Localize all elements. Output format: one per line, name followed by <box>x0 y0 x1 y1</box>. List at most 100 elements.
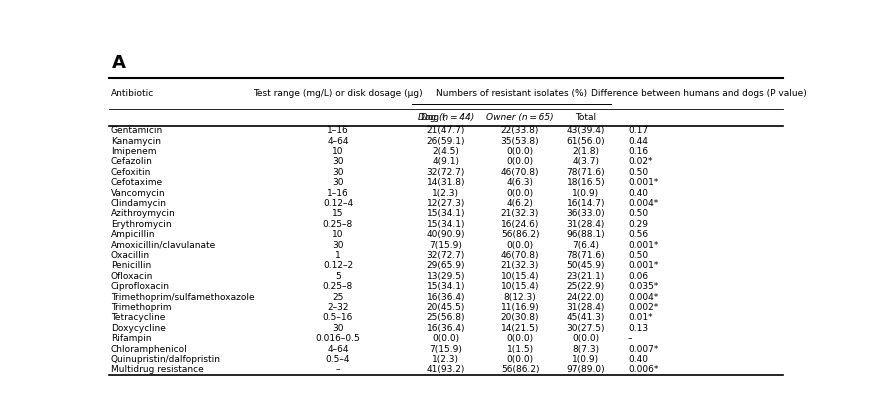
Text: 10(15.4): 10(15.4) <box>501 272 539 281</box>
Text: Kanamycin: Kanamycin <box>110 137 161 146</box>
Text: 1(2.3): 1(2.3) <box>432 189 459 198</box>
Text: Tetracycline: Tetracycline <box>110 313 165 322</box>
Text: 10: 10 <box>332 147 343 156</box>
Text: A: A <box>112 54 126 72</box>
Text: 21(32.3): 21(32.3) <box>501 210 539 218</box>
Text: 0.5–16: 0.5–16 <box>322 313 353 322</box>
Text: 0.25–8: 0.25–8 <box>322 282 353 291</box>
Text: Imipenem: Imipenem <box>110 147 156 156</box>
Text: Chloramphenicol: Chloramphenicol <box>110 345 188 354</box>
Text: 2(4.5): 2(4.5) <box>432 147 459 156</box>
Text: 0(0.0): 0(0.0) <box>506 147 533 156</box>
Text: 1–16: 1–16 <box>327 126 348 135</box>
Text: 10(15.4): 10(15.4) <box>501 282 539 291</box>
Text: Oxacillin: Oxacillin <box>110 251 149 260</box>
Text: 4–64: 4–64 <box>327 345 348 354</box>
Text: 0.17: 0.17 <box>627 126 647 135</box>
Text: 0(0.0): 0(0.0) <box>506 355 533 364</box>
Text: 5: 5 <box>335 272 341 281</box>
Text: 41(93.2): 41(93.2) <box>426 365 465 374</box>
Text: 32(72.7): 32(72.7) <box>426 251 465 260</box>
Text: 0.29: 0.29 <box>627 220 647 229</box>
Text: 30: 30 <box>332 168 343 177</box>
Text: 0.004*: 0.004* <box>627 199 658 208</box>
Text: Ofloxacin: Ofloxacin <box>110 272 153 281</box>
Text: Trimethoprim: Trimethoprim <box>110 303 171 312</box>
Text: 0.50: 0.50 <box>627 210 647 218</box>
Text: 1(1.5): 1(1.5) <box>506 345 533 354</box>
Text: 56(86.2): 56(86.2) <box>501 365 539 374</box>
Text: –: – <box>627 334 632 343</box>
Text: 0.001*: 0.001* <box>627 178 658 187</box>
Text: 0.001*: 0.001* <box>627 241 658 250</box>
Text: 2–32: 2–32 <box>327 303 348 312</box>
Text: 40(90.9): 40(90.9) <box>426 230 465 239</box>
Text: Ampicillin: Ampicillin <box>110 230 155 239</box>
Text: 1–16: 1–16 <box>327 189 348 198</box>
Text: 61(56.0): 61(56.0) <box>566 137 605 146</box>
Text: 0.06: 0.06 <box>627 272 647 281</box>
Text: 45(41.3): 45(41.3) <box>566 313 604 322</box>
Text: 36(33.0): 36(33.0) <box>566 210 605 218</box>
Text: 15(34.1): 15(34.1) <box>426 210 465 218</box>
Text: 4(3.7): 4(3.7) <box>572 158 599 166</box>
Text: 30: 30 <box>332 158 343 166</box>
Text: 4(9.1): 4(9.1) <box>432 158 459 166</box>
Text: 50(45.9): 50(45.9) <box>566 261 604 270</box>
Text: 35(53.8): 35(53.8) <box>501 137 539 146</box>
Text: 0(0.0): 0(0.0) <box>572 334 599 343</box>
Text: Vancomycin: Vancomycin <box>110 189 165 198</box>
Text: 7(15.9): 7(15.9) <box>429 345 461 354</box>
Text: 7(6.4): 7(6.4) <box>572 241 599 250</box>
Text: 78(71.6): 78(71.6) <box>566 251 605 260</box>
Text: Trimethoprim/sulfamethoxazole: Trimethoprim/sulfamethoxazole <box>110 293 254 302</box>
Text: 0(0.0): 0(0.0) <box>506 334 533 343</box>
Text: 13(29.5): 13(29.5) <box>426 272 465 281</box>
Text: Dog (n = 44): Dog (n = 44) <box>417 113 474 122</box>
Text: 1(0.9): 1(0.9) <box>572 189 599 198</box>
Text: 96(88.1): 96(88.1) <box>566 230 605 239</box>
Text: 30: 30 <box>332 324 343 333</box>
Text: 0.006*: 0.006* <box>627 365 658 374</box>
Text: 7(15.9): 7(15.9) <box>429 241 461 250</box>
Text: Difference between humans and dogs (P value): Difference between humans and dogs (P va… <box>590 89 806 98</box>
Text: Multidrug resistance: Multidrug resistance <box>110 365 203 374</box>
Text: 14(31.8): 14(31.8) <box>426 178 465 187</box>
Text: 23(21.1): 23(21.1) <box>566 272 604 281</box>
Text: 0.40: 0.40 <box>627 355 647 364</box>
Text: Clindamycin: Clindamycin <box>110 199 167 208</box>
Text: 2(1.8): 2(1.8) <box>572 147 599 156</box>
Text: Azithroymycin: Azithroymycin <box>110 210 176 218</box>
Text: 1: 1 <box>335 251 341 260</box>
Text: 0.02*: 0.02* <box>627 158 652 166</box>
Text: 0.002*: 0.002* <box>627 303 658 312</box>
Text: 16(36.4): 16(36.4) <box>426 324 465 333</box>
Text: Owner (n = 65): Owner (n = 65) <box>486 113 554 122</box>
Text: 0(0.0): 0(0.0) <box>506 241 533 250</box>
Text: 10: 10 <box>332 230 343 239</box>
Text: 31(28.4): 31(28.4) <box>566 303 604 312</box>
Text: 25(56.8): 25(56.8) <box>426 313 465 322</box>
Text: 26(59.1): 26(59.1) <box>426 137 465 146</box>
Text: 97(89.0): 97(89.0) <box>566 365 605 374</box>
Text: 30(27.5): 30(27.5) <box>566 324 604 333</box>
Text: 14(21.5): 14(21.5) <box>501 324 539 333</box>
Text: 0.44: 0.44 <box>627 137 647 146</box>
Text: 0.16: 0.16 <box>627 147 647 156</box>
Text: 0.001*: 0.001* <box>627 261 658 270</box>
Text: 0.12–2: 0.12–2 <box>322 261 353 270</box>
Text: 0.40: 0.40 <box>627 189 647 198</box>
Text: Rifampin: Rifampin <box>110 334 151 343</box>
Text: 8(7.3): 8(7.3) <box>572 345 599 354</box>
Text: 0.016–0.5: 0.016–0.5 <box>315 334 360 343</box>
Text: 25: 25 <box>332 293 343 302</box>
Text: 21(32.3): 21(32.3) <box>501 261 539 270</box>
Text: 0.25–8: 0.25–8 <box>322 220 353 229</box>
Text: 31(28.4): 31(28.4) <box>566 220 604 229</box>
Text: Ciprofloxacin: Ciprofloxacin <box>110 282 169 291</box>
Text: Total: Total <box>574 113 595 122</box>
Text: 16(24.6): 16(24.6) <box>501 220 539 229</box>
Text: 18(16.5): 18(16.5) <box>566 178 605 187</box>
Text: Cefoxitin: Cefoxitin <box>110 168 151 177</box>
Text: 24(22.0): 24(22.0) <box>566 293 604 302</box>
